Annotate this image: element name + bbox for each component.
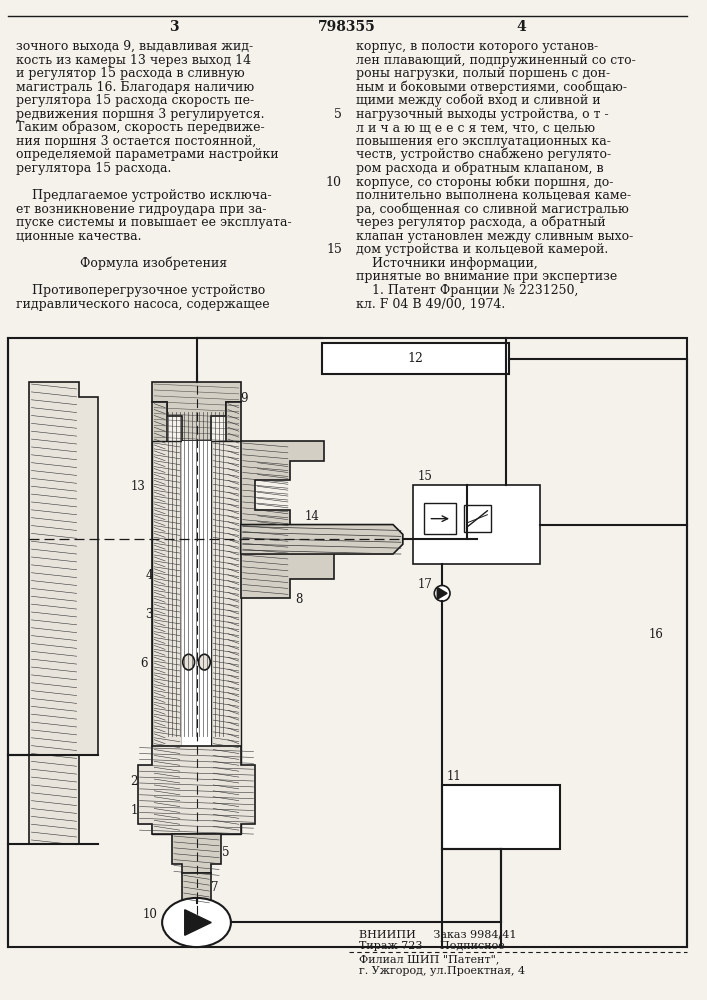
Text: 10: 10 xyxy=(326,176,342,189)
Bar xyxy=(424,503,456,534)
Text: 15: 15 xyxy=(418,470,433,483)
Text: кл. F 04 В 49/00, 1974.: кл. F 04 В 49/00, 1974. xyxy=(356,298,505,311)
Text: 1: 1 xyxy=(131,804,138,817)
Bar xyxy=(464,505,491,532)
Text: полнительно выполнена кольцевая каме-: полнительно выполнена кольцевая каме- xyxy=(356,189,631,202)
Ellipse shape xyxy=(162,898,231,947)
Polygon shape xyxy=(240,441,334,598)
Text: 4: 4 xyxy=(516,20,525,34)
Text: 2: 2 xyxy=(131,775,138,788)
Text: ра, сообщенная со сливной магистралью: ра, сообщенная со сливной магистралью xyxy=(356,202,629,216)
Ellipse shape xyxy=(199,654,210,670)
Text: дом устройства и кольцевой камерой.: дом устройства и кольцевой камерой. xyxy=(356,243,608,256)
Text: редвижения поршня 3 регулируется.: редвижения поршня 3 регулируется. xyxy=(16,108,264,121)
Text: ВНИИПИ     Заказ 9984/41: ВНИИПИ Заказ 9984/41 xyxy=(358,929,516,939)
Text: 6: 6 xyxy=(141,657,148,670)
Text: и регулятор 15 расхода в сливную: и регулятор 15 расхода в сливную xyxy=(16,67,245,80)
Text: 13: 13 xyxy=(131,480,146,493)
Text: щими между собой вход и сливной и: щими между собой вход и сливной и xyxy=(356,94,600,107)
Text: Тираж 723     Подписное: Тираж 723 Подписное xyxy=(358,941,504,951)
Text: ет возникновение гидроудара при за-: ет возникновение гидроудара при за- xyxy=(16,203,267,216)
Text: лен плавающий, подпружиненный со сто-: лен плавающий, подпружиненный со сто- xyxy=(356,54,636,67)
Text: ния поршня 3 остается постоянной,: ния поршня 3 остается постоянной, xyxy=(16,135,256,148)
Text: пуске системы и повышает ее эксплуата-: пуске системы и повышает ее эксплуата- xyxy=(16,216,291,229)
Polygon shape xyxy=(226,402,240,746)
Text: повышения его эксплуатационных ка-: повышения его эксплуатационных ка- xyxy=(356,135,611,148)
Text: 16: 16 xyxy=(648,628,663,641)
Text: ным и боковыми отверстиями, сообщаю-: ным и боковыми отверстиями, сообщаю- xyxy=(356,80,626,94)
Bar xyxy=(442,785,560,849)
Text: 15: 15 xyxy=(326,243,342,256)
Text: корпусе, со стороны юбки поршня, до-: корпусе, со стороны юбки поршня, до- xyxy=(356,175,613,189)
Text: 8: 8 xyxy=(295,593,302,606)
Polygon shape xyxy=(185,910,211,935)
Text: Источники информации,: Источники информации, xyxy=(356,257,537,270)
Polygon shape xyxy=(437,587,447,599)
Text: Противоперегрузочное устройство: Противоперегрузочное устройство xyxy=(16,284,265,297)
Text: клапан установлен между сливным выхо-: клапан установлен между сливным выхо- xyxy=(356,230,633,243)
Polygon shape xyxy=(152,402,167,746)
Polygon shape xyxy=(172,834,221,873)
Text: 10: 10 xyxy=(143,908,158,921)
Polygon shape xyxy=(30,382,98,844)
Circle shape xyxy=(434,585,450,601)
Polygon shape xyxy=(182,873,211,903)
Text: 3: 3 xyxy=(146,608,153,621)
Text: л и ч а ю щ е е с я тем, что, с целью: л и ч а ю щ е е с я тем, что, с целью xyxy=(356,121,595,134)
Text: 1. Патент Франции № 2231250,: 1. Патент Франции № 2231250, xyxy=(356,284,578,297)
Text: 3: 3 xyxy=(169,20,179,34)
Text: через регулятор расхода, а обратный: через регулятор расхода, а обратный xyxy=(356,216,605,229)
Polygon shape xyxy=(152,382,240,441)
Text: 14: 14 xyxy=(305,510,320,523)
Bar xyxy=(8,338,686,947)
Text: принятые во внимание при экспертизе: принятые во внимание при экспертизе xyxy=(356,270,617,283)
Text: 5: 5 xyxy=(334,108,342,121)
Text: зочного выхода 9, выдавливая жид-: зочного выхода 9, выдавливая жид- xyxy=(16,40,253,53)
Text: 7: 7 xyxy=(211,881,218,894)
Text: роны нагрузки, полый поршень с дон-: роны нагрузки, полый поршень с дон- xyxy=(356,67,610,80)
Text: регулятора 15 расхода скорость пе-: регулятора 15 расхода скорость пе- xyxy=(16,94,254,107)
Polygon shape xyxy=(211,441,240,834)
Bar xyxy=(182,441,211,834)
Text: определяемой параметрами настройки: определяемой параметрами настройки xyxy=(16,148,279,161)
Text: нагрузочный выходы устройства, о т -: нагрузочный выходы устройства, о т - xyxy=(356,108,608,121)
Text: ром расхода и обратным клапаном, в: ром расхода и обратным клапаном, в xyxy=(356,162,603,175)
Text: Таким образом, скорость передвиже-: Таким образом, скорость передвиже- xyxy=(16,121,264,134)
Text: регулятора 15 расхода.: регулятора 15 расхода. xyxy=(16,162,171,175)
Text: магистраль 16. Благодаря наличию: магистраль 16. Благодаря наличию xyxy=(16,81,254,94)
Text: Филиал ШИП "Патент",: Филиал ШИП "Патент", xyxy=(358,954,499,964)
Text: 798355: 798355 xyxy=(318,20,375,34)
Text: ционные качества.: ционные качества. xyxy=(16,230,141,243)
Text: 11: 11 xyxy=(447,770,462,783)
Text: 12: 12 xyxy=(408,352,423,365)
Ellipse shape xyxy=(182,654,194,670)
Text: честв, устройство снабжено регулято-: честв, устройство снабжено регулято- xyxy=(356,148,611,161)
Bar xyxy=(322,343,509,374)
Polygon shape xyxy=(240,525,403,554)
Text: г. Ужгород, ул.Проектная, 4: г. Ужгород, ул.Проектная, 4 xyxy=(358,966,525,976)
Bar xyxy=(413,485,540,564)
Polygon shape xyxy=(152,441,182,834)
Text: 5: 5 xyxy=(222,846,230,859)
Text: Предлагаемое устройство исключа-: Предлагаемое устройство исключа- xyxy=(16,189,271,202)
Text: 4: 4 xyxy=(146,569,153,582)
Text: 9: 9 xyxy=(240,392,248,405)
Text: кость из камеры 13 через выход 14: кость из камеры 13 через выход 14 xyxy=(16,54,251,67)
Text: гидравлического насоса, содержащее: гидравлического насоса, содержащее xyxy=(16,298,269,311)
Text: корпус, в полости которого установ-: корпус, в полости которого установ- xyxy=(356,40,598,53)
Text: Формула изобретения: Формула изобретения xyxy=(80,256,227,270)
Text: 17: 17 xyxy=(418,578,433,591)
Polygon shape xyxy=(138,746,255,834)
